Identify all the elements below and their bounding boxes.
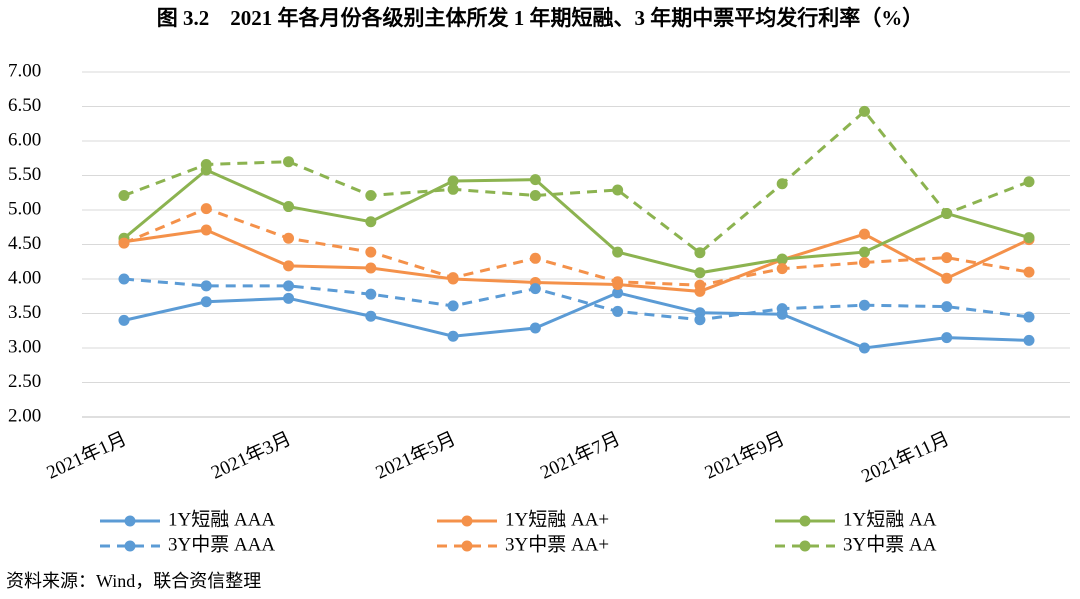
data-point <box>612 184 624 196</box>
data-point <box>118 273 130 285</box>
series-line <box>123 109 1030 255</box>
data-point <box>941 272 953 284</box>
data-point <box>1023 232 1035 244</box>
x-tick-label: 2021年7月 <box>537 428 624 484</box>
data-point <box>1023 334 1035 346</box>
data-point <box>529 190 541 202</box>
legend-label: 1Y短融 AAA <box>168 508 275 530</box>
data-point <box>365 288 377 300</box>
legend-marker <box>124 515 136 527</box>
y-tick-label: 7.00 <box>8 60 41 81</box>
data-point <box>941 207 953 219</box>
data-point <box>365 310 377 322</box>
data-point <box>776 253 788 265</box>
y-tick-label: 5.00 <box>8 198 41 219</box>
series-line <box>123 207 1030 287</box>
data-point <box>776 263 788 275</box>
data-point <box>200 158 212 170</box>
data-point <box>447 330 459 342</box>
x-tick-label: 2021年9月 <box>701 428 788 484</box>
legend-marker <box>799 515 811 527</box>
data-point <box>858 299 870 311</box>
data-point <box>447 183 459 195</box>
series-line <box>123 228 1030 293</box>
legend-label: 3Y中票 AA+ <box>505 533 609 555</box>
data-point <box>1023 176 1035 188</box>
y-tick-label: 2.00 <box>8 405 41 426</box>
data-point <box>447 272 459 284</box>
data-point <box>694 247 706 259</box>
data-point <box>283 280 295 292</box>
y-tick-label: 4.50 <box>8 233 41 254</box>
y-tick-label: 3.50 <box>8 302 41 323</box>
legend-label: 3Y中票 AA <box>843 533 937 555</box>
data-point <box>858 228 870 240</box>
data-point <box>447 300 459 312</box>
data-point <box>200 296 212 308</box>
y-tick-label: 3.00 <box>8 336 41 357</box>
data-point <box>612 305 624 317</box>
data-point <box>612 287 624 299</box>
data-point <box>1023 266 1035 278</box>
y-tick-label: 6.50 <box>8 95 41 116</box>
data-point <box>447 175 459 187</box>
x-tick-label: 2021年5月 <box>372 428 459 484</box>
legend-marker <box>461 515 473 527</box>
data-point <box>118 314 130 326</box>
data-point <box>858 342 870 354</box>
legend-marker <box>461 540 473 552</box>
data-point <box>529 283 541 295</box>
data-point <box>776 303 788 315</box>
data-point <box>941 252 953 264</box>
legend-label: 1Y短融 AA <box>843 508 937 530</box>
data-point <box>612 246 624 258</box>
data-point <box>1023 311 1035 323</box>
data-point <box>776 178 788 190</box>
data-point <box>200 203 212 215</box>
data-point <box>365 190 377 202</box>
chart-title: 图 3.2 2021 年各月份各级别主体所发 1 年期短融、3 年期中票平均发行… <box>157 6 924 30</box>
data-point <box>529 174 541 186</box>
x-tick-label: 2021年1月 <box>43 428 130 484</box>
data-point <box>200 224 212 236</box>
data-point <box>118 237 130 249</box>
x-tick-label: 2021年11月 <box>858 428 953 488</box>
data-point <box>365 246 377 258</box>
data-point <box>365 216 377 228</box>
source-note: 资料来源：Wind，联合资信整理 <box>6 571 261 591</box>
data-point <box>941 332 953 344</box>
data-point <box>118 190 130 202</box>
y-tick-label: 5.50 <box>8 164 41 185</box>
data-point <box>858 256 870 268</box>
legend-label: 1Y短融 AA+ <box>505 508 609 530</box>
data-point <box>941 301 953 313</box>
data-point <box>283 260 295 272</box>
data-point <box>529 252 541 264</box>
data-point <box>612 276 624 288</box>
data-point <box>858 105 870 117</box>
y-tick-label: 4.00 <box>8 267 41 288</box>
data-point <box>529 322 541 334</box>
legend-marker <box>124 540 136 552</box>
data-point <box>283 232 295 244</box>
data-point <box>858 246 870 258</box>
legend-label: 3Y中票 AAA <box>168 533 275 555</box>
data-point <box>365 262 377 274</box>
data-point <box>283 156 295 168</box>
data-point <box>694 314 706 326</box>
x-tick-label: 2021年3月 <box>208 428 295 484</box>
data-point <box>694 267 706 279</box>
data-point <box>283 292 295 304</box>
y-tick-label: 6.00 <box>8 129 41 150</box>
legend-marker <box>799 540 811 552</box>
y-tick-label: 2.50 <box>8 371 41 392</box>
series-line <box>123 291 1030 350</box>
data-point <box>694 279 706 291</box>
series-line <box>123 168 1030 275</box>
data-point <box>283 201 295 213</box>
data-point <box>200 280 212 292</box>
